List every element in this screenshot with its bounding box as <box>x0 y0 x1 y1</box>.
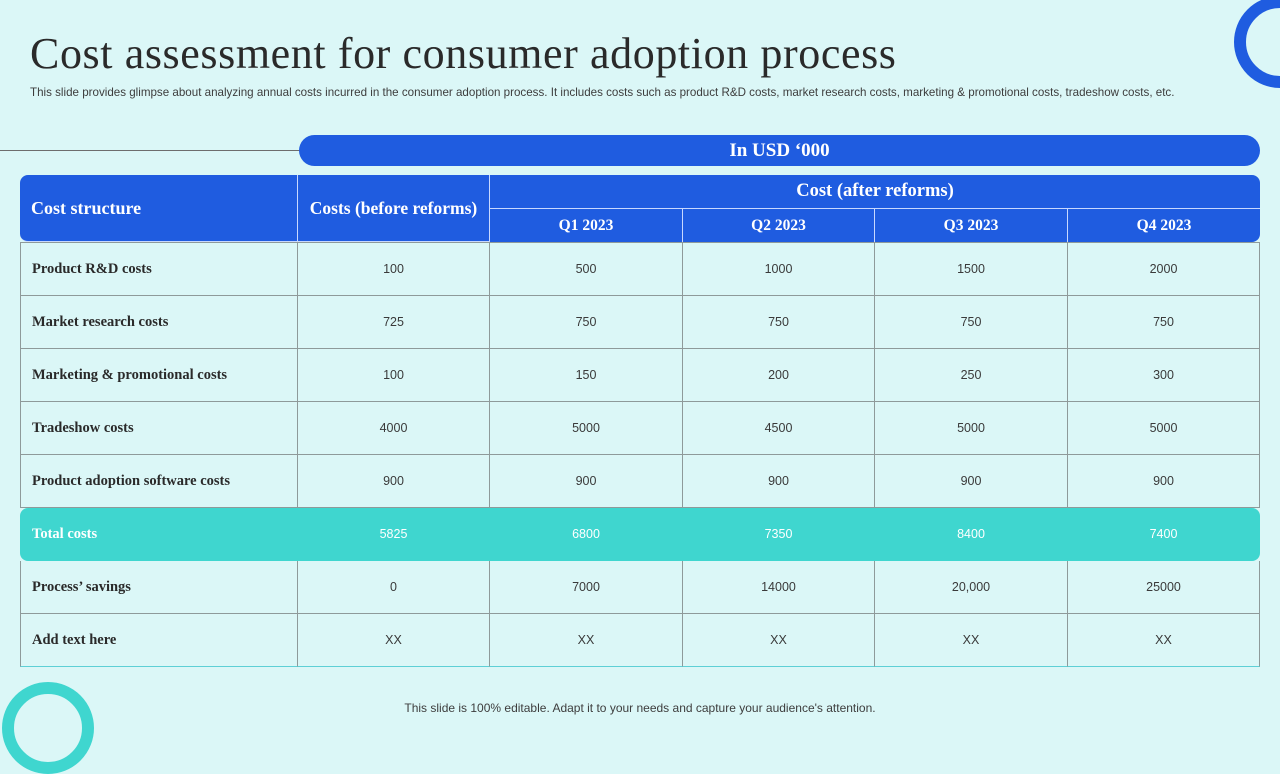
cell-q1: 500 <box>490 242 683 296</box>
header-cost-structure: Cost structure <box>20 175 298 242</box>
row-label: Add text here <box>20 614 298 667</box>
cell-q4: 750 <box>1068 296 1261 349</box>
cell-q3: 750 <box>875 296 1068 349</box>
cell-before: 5825 <box>298 508 490 561</box>
cell-q2: 1000 <box>683 242 875 296</box>
row-label: Total costs <box>20 508 298 561</box>
cell-q3: 8400 <box>875 508 1068 561</box>
cell-q3: 900 <box>875 455 1068 508</box>
cell-q2: 200 <box>683 349 875 402</box>
cell-q2: 7350 <box>683 508 875 561</box>
header-q3: Q3 2023 <box>875 209 1068 242</box>
cell-q4: XX <box>1068 614 1261 667</box>
row-label: Marketing & promotional costs <box>20 349 298 402</box>
cell-q1: 7000 <box>490 561 683 614</box>
cell-q3: 5000 <box>875 402 1068 455</box>
cell-q2: 4500 <box>683 402 875 455</box>
cell-before: 725 <box>298 296 490 349</box>
decorative-ring-bottom <box>2 682 94 774</box>
cell-q3: 250 <box>875 349 1068 402</box>
row-label: Process’ savings <box>20 561 298 614</box>
table-row: Market research costs 725 750 750 750 75… <box>20 296 1261 349</box>
cell-q4: 5000 <box>1068 402 1261 455</box>
cell-q1: 150 <box>490 349 683 402</box>
cell-before: XX <box>298 614 490 667</box>
header-q2: Q2 2023 <box>683 209 875 242</box>
cell-q1: 750 <box>490 296 683 349</box>
table-row: Process’ savings 0 7000 14000 20,000 250… <box>20 561 1261 614</box>
cell-before: 900 <box>298 455 490 508</box>
row-label: Product adoption software costs <box>20 455 298 508</box>
cost-table: Cost structure Costs (before reforms) Co… <box>20 175 1261 667</box>
cell-q1: 5000 <box>490 402 683 455</box>
table-header-row: Cost structure Costs (before reforms) Co… <box>20 175 1261 242</box>
table-row: Tradeshow costs 4000 5000 4500 5000 5000 <box>20 402 1261 455</box>
cell-before: 100 <box>298 349 490 402</box>
cell-q2: 900 <box>683 455 875 508</box>
cell-before: 0 <box>298 561 490 614</box>
header-costs-before: Costs (before reforms) <box>298 175 490 242</box>
page-subtitle: This slide provides glimpse about analyz… <box>30 86 1175 99</box>
cell-q2: 14000 <box>683 561 875 614</box>
table-row: Marketing & promotional costs 100 150 20… <box>20 349 1261 402</box>
table-quarter-row: Q1 2023 Q2 2023 Q3 2023 Q4 2023 <box>20 209 1261 242</box>
total-costs-row: Total costs 5825 6800 7350 8400 7400 <box>20 508 1261 561</box>
cell-q2: XX <box>683 614 875 667</box>
cell-q3: 1500 <box>875 242 1068 296</box>
decorative-ring-top <box>1234 0 1280 88</box>
header-cost-after: Cost (after reforms) <box>490 175 1261 209</box>
cell-q1: XX <box>490 614 683 667</box>
row-label: Market research costs <box>20 296 298 349</box>
row-label: Product R&D costs <box>20 242 298 296</box>
cell-q3: 20,000 <box>875 561 1068 614</box>
table-row: Product adoption software costs 900 900 … <box>20 455 1261 508</box>
page-title: Cost assessment for consumer adoption pr… <box>30 29 897 78</box>
table-row: Product R&D costs 100 500 1000 1500 2000 <box>20 242 1261 296</box>
cell-q1: 6800 <box>490 508 683 561</box>
cell-before: 4000 <box>298 402 490 455</box>
cell-q4: 7400 <box>1068 508 1261 561</box>
cell-q4: 25000 <box>1068 561 1261 614</box>
unit-divider-line <box>0 150 300 151</box>
header-q1: Q1 2023 <box>490 209 683 242</box>
cell-q3: XX <box>875 614 1068 667</box>
unit-label-bar: In USD ‘000 <box>299 135 1260 166</box>
cell-q4: 900 <box>1068 455 1261 508</box>
row-label: Tradeshow costs <box>20 402 298 455</box>
table-row: Add text here XX XX XX XX XX <box>20 614 1261 667</box>
cell-q4: 2000 <box>1068 242 1261 296</box>
header-q4: Q4 2023 <box>1068 209 1261 242</box>
cell-q4: 300 <box>1068 349 1261 402</box>
cell-q1: 900 <box>490 455 683 508</box>
cell-q2: 750 <box>683 296 875 349</box>
cell-before: 100 <box>298 242 490 296</box>
footer-note: This slide is 100% editable. Adapt it to… <box>404 701 876 715</box>
